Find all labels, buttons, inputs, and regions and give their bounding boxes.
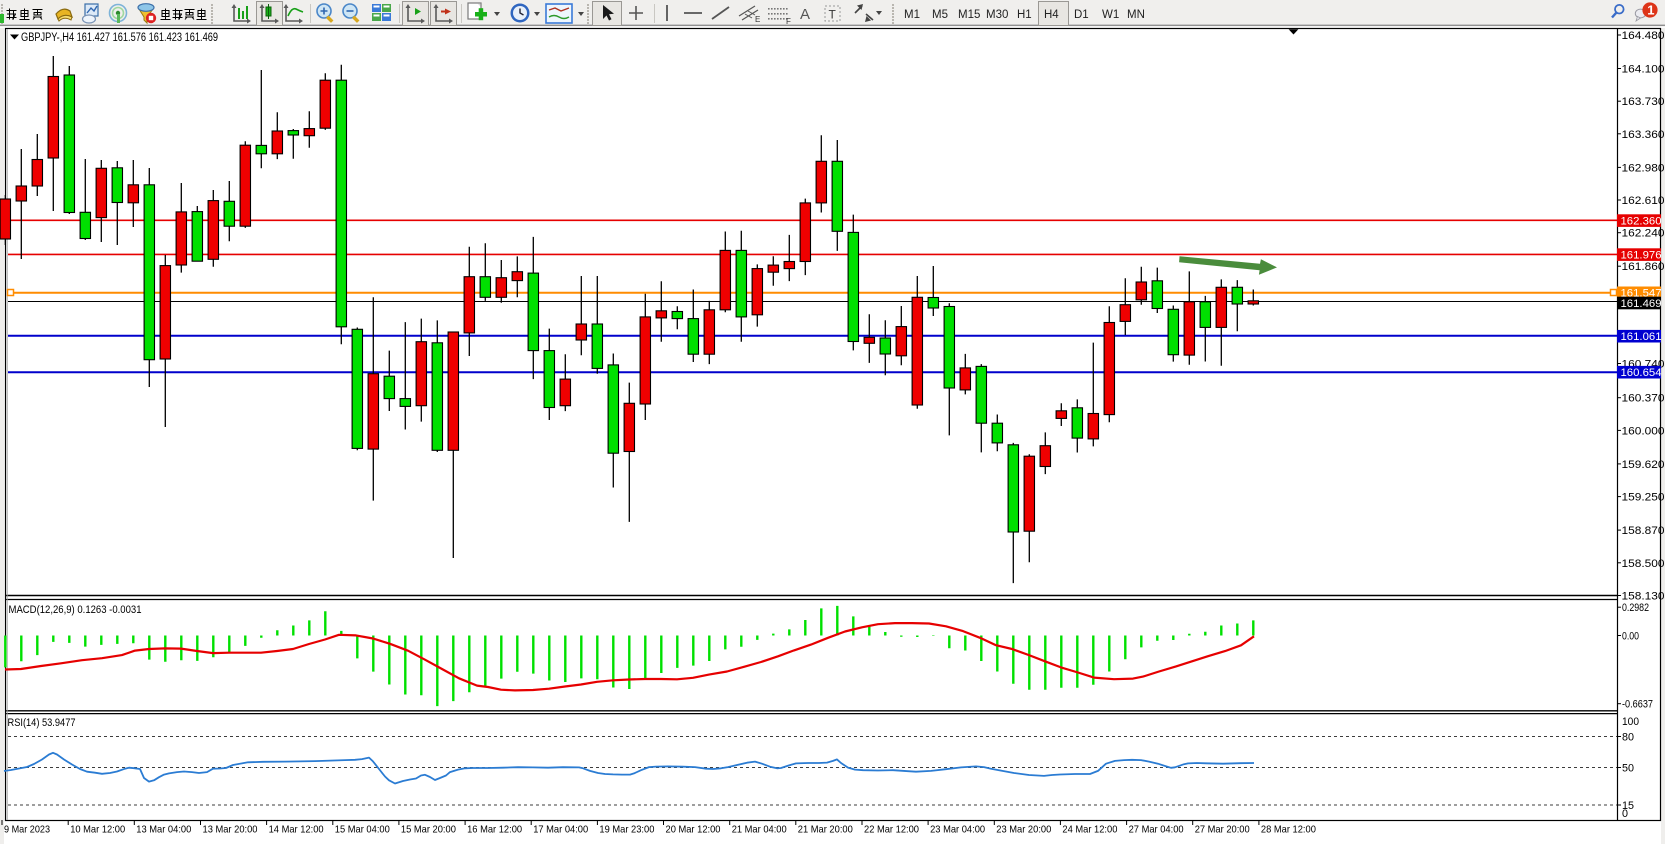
svg-text:-0.6637: -0.6637: [1622, 699, 1653, 711]
svg-text:162.240: 162.240: [1622, 228, 1665, 240]
svg-text:161.061: 161.061: [1621, 331, 1662, 343]
svg-text:F: F: [786, 17, 791, 26]
svg-text:17 Mar 04:00: 17 Mar 04:00: [533, 825, 588, 836]
svg-text:162.360: 162.360: [1621, 216, 1662, 228]
svg-text:158.500: 158.500: [1622, 558, 1665, 570]
svg-text:27 Mar 20:00: 27 Mar 20:00: [1195, 825, 1250, 836]
svg-text:13 Mar 20:00: 13 Mar 20:00: [203, 825, 258, 836]
svg-text:10 Mar 12:00: 10 Mar 12:00: [70, 825, 125, 836]
svg-text:164.480: 164.480: [1622, 30, 1665, 42]
svg-text:163.730: 163.730: [1622, 96, 1665, 108]
svg-text:14 Mar 12:00: 14 Mar 12:00: [269, 825, 324, 836]
svg-text:27 Mar 04:00: 27 Mar 04:00: [1129, 825, 1184, 836]
svg-text:9 Mar 2023: 9 Mar 2023: [4, 825, 50, 836]
svg-text:159.250: 159.250: [1622, 492, 1665, 504]
svg-text:0.2982: 0.2982: [1622, 602, 1649, 614]
svg-text:0: 0: [1622, 808, 1628, 820]
svg-text:MACD(12,26,9) 0.1263 -0.0031: MACD(12,26,9) 0.1263 -0.0031: [9, 604, 142, 616]
svg-text:GBPJPY-,H4 161.427 161.576 16: GBPJPY-,H4 161.427 161.576 161.423 161.4…: [21, 32, 218, 44]
svg-text:158.870: 158.870: [1622, 525, 1665, 537]
svg-text:160.654: 160.654: [1621, 367, 1662, 379]
svg-text:H1: H1: [1017, 9, 1032, 21]
svg-text:23 Mar 20:00: 23 Mar 20:00: [996, 825, 1051, 836]
svg-text:15 Mar 20:00: 15 Mar 20:00: [401, 825, 456, 836]
svg-text:21 Mar 04:00: 21 Mar 04:00: [732, 825, 787, 836]
svg-text:RSI(14) 53.9477: RSI(14) 53.9477: [8, 717, 76, 729]
svg-text:A: A: [800, 6, 810, 23]
svg-text:T: T: [829, 8, 837, 22]
svg-text:161.860: 161.860: [1622, 261, 1665, 273]
svg-text:24 Mar 12:00: 24 Mar 12:00: [1062, 825, 1117, 836]
svg-text:100: 100: [1622, 716, 1639, 728]
svg-text:162.610: 162.610: [1622, 195, 1665, 207]
svg-text:164.100: 164.100: [1622, 64, 1665, 76]
svg-text:D1: D1: [1074, 9, 1089, 21]
svg-text:50: 50: [1622, 763, 1634, 775]
svg-text:16 Mar 12:00: 16 Mar 12:00: [467, 825, 522, 836]
svg-text:162.980: 162.980: [1622, 162, 1665, 174]
svg-text:W1: W1: [1102, 9, 1119, 21]
svg-text:28 Mar 12:00: 28 Mar 12:00: [1261, 825, 1316, 836]
svg-text:0.00: 0.00: [1622, 631, 1639, 643]
svg-text:161.976: 161.976: [1621, 250, 1662, 262]
svg-text:19 Mar 23:00: 19 Mar 23:00: [599, 825, 654, 836]
svg-text:160.000: 160.000: [1622, 425, 1665, 437]
svg-text:15 Mar 04:00: 15 Mar 04:00: [335, 825, 390, 836]
svg-text:20 Mar 12:00: 20 Mar 12:00: [666, 825, 721, 836]
svg-text:E: E: [755, 15, 760, 24]
svg-text:160.370: 160.370: [1622, 393, 1665, 405]
svg-text:23 Mar 04:00: 23 Mar 04:00: [930, 825, 985, 836]
svg-text:M5: M5: [932, 9, 948, 21]
svg-text:M15: M15: [958, 9, 980, 21]
svg-text:15: 15: [1622, 800, 1634, 812]
svg-text:H4: H4: [1044, 9, 1059, 21]
svg-text:161.469: 161.469: [1621, 298, 1662, 310]
svg-text:1: 1: [1647, 3, 1654, 18]
svg-text:80: 80: [1622, 732, 1634, 744]
svg-text:MN: MN: [1127, 9, 1145, 21]
svg-text:13 Mar 04:00: 13 Mar 04:00: [136, 825, 191, 836]
svg-text:163.360: 163.360: [1622, 129, 1665, 141]
svg-text:M1: M1: [904, 9, 920, 21]
svg-text:158.130: 158.130: [1622, 591, 1665, 603]
svg-text:159.620: 159.620: [1622, 459, 1665, 471]
svg-text:21 Mar 20:00: 21 Mar 20:00: [798, 825, 853, 836]
svg-text:M30: M30: [986, 9, 1008, 21]
svg-text:22 Mar 12:00: 22 Mar 12:00: [864, 825, 919, 836]
